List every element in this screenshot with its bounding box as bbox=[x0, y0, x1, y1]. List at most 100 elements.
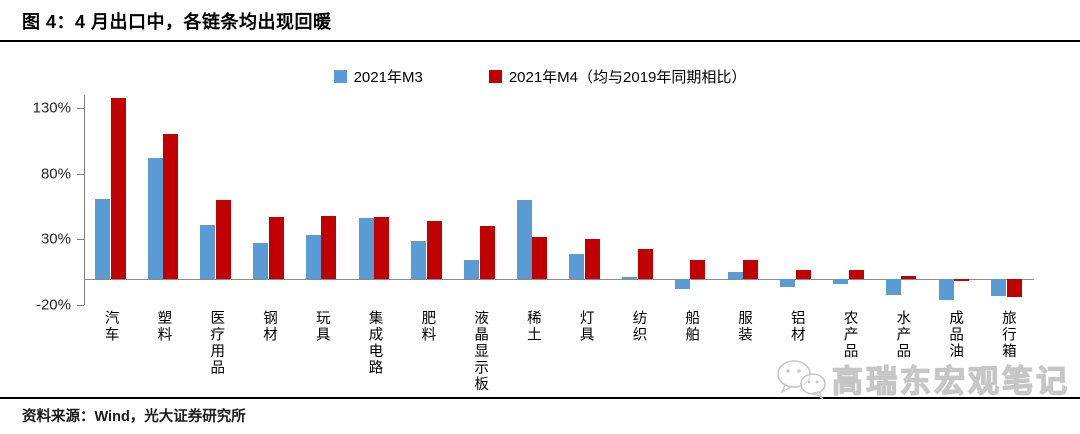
legend-label-m4: 2021年M4（均与2019年同期相比） bbox=[508, 69, 747, 86]
bar-2021-m3 bbox=[885, 278, 901, 295]
x-axis-label: 铝材 bbox=[788, 310, 805, 343]
y-axis-tick-label: -20% bbox=[35, 296, 71, 314]
bar-2021-m4 bbox=[110, 97, 126, 279]
y-axis: 130% 80% 30% -20% bbox=[0, 95, 84, 314]
x-axis-label-cell: 塑料 bbox=[137, 305, 190, 397]
bar-2021-m4 bbox=[637, 248, 653, 279]
x-axis-label: 液晶显示板 bbox=[472, 310, 489, 393]
bar-group bbox=[243, 95, 296, 305]
x-axis-label-cell: 灯具 bbox=[559, 305, 612, 397]
bar-2021-m4 bbox=[690, 260, 706, 279]
legend-label-m3: 2021年M3 bbox=[353, 69, 423, 86]
x-axis-label: 玩具 bbox=[313, 310, 330, 343]
x-axis-label-cell: 液晶显示板 bbox=[453, 305, 506, 397]
footer-separator-line bbox=[0, 397, 1080, 399]
bar-2021-m4 bbox=[901, 276, 917, 279]
x-axis-label-cell: 铝材 bbox=[770, 305, 823, 397]
bar-2021-m3 bbox=[95, 198, 110, 279]
bar-2021-m3 bbox=[200, 224, 216, 279]
x-axis-label: 汽车 bbox=[102, 310, 119, 343]
bar-2021-m3 bbox=[674, 278, 690, 290]
bar-group bbox=[454, 95, 507, 305]
x-axis-label-cell: 玩具 bbox=[295, 305, 348, 397]
x-axis-label: 稀土 bbox=[524, 310, 541, 343]
chart-header: 图 4：4 月出口中，各链条均出现回暖 bbox=[0, 0, 1080, 40]
bar-2021-m4 bbox=[795, 269, 811, 279]
bar-group bbox=[876, 95, 929, 305]
bar-2021-m4 bbox=[848, 269, 864, 279]
x-axis-label: 塑料 bbox=[155, 310, 172, 343]
x-axis-label: 成品油 bbox=[947, 310, 964, 360]
x-axis-label: 纺织 bbox=[630, 310, 647, 343]
bar-2021-m3 bbox=[622, 277, 638, 279]
x-axis-label-cell: 旅行箱 bbox=[981, 305, 1034, 397]
bar-group bbox=[929, 95, 982, 305]
x-axis-label: 集成电路 bbox=[366, 310, 383, 376]
y-axis-tick-mark bbox=[77, 239, 84, 241]
bar-group bbox=[559, 95, 612, 305]
x-axis-label-cell: 肥料 bbox=[401, 305, 454, 397]
bar-2021-m3 bbox=[569, 253, 585, 279]
bar-2021-m4 bbox=[954, 278, 969, 282]
x-axis-label-cell: 水产品 bbox=[876, 305, 929, 397]
bar-2021-m4 bbox=[479, 226, 495, 279]
legend-item-m4: 2021年M4（均与2019年同期相比） bbox=[488, 66, 747, 87]
x-axis-label-cell: 稀土 bbox=[506, 305, 559, 397]
bar-group bbox=[85, 95, 138, 305]
plot-area bbox=[84, 95, 1034, 305]
x-axis-label: 农产品 bbox=[841, 310, 858, 360]
bar-group bbox=[349, 95, 402, 305]
x-axis-label-cell: 纺织 bbox=[612, 305, 665, 397]
bar-2021-m3 bbox=[991, 278, 1007, 296]
bar-2021-m3 bbox=[727, 272, 743, 279]
x-axis-label-cell: 钢材 bbox=[242, 305, 295, 397]
bar-group bbox=[296, 95, 349, 305]
y-axis-tick-label: 30% bbox=[40, 230, 71, 248]
legend-swatch-m3 bbox=[333, 70, 347, 83]
bar-2021-m4 bbox=[743, 260, 759, 279]
bar-2021-m3 bbox=[411, 240, 427, 279]
x-axis-labels: 汽车 塑料 医疗用品 钢材 玩具 集成电路 肥料 液晶显示板 稀土 灯具 纺织 船舶 服装 铝材 农产品 水产… bbox=[84, 305, 1034, 397]
bar-2021-m4 bbox=[426, 221, 442, 279]
bar-group bbox=[138, 95, 191, 305]
bar-group bbox=[770, 95, 823, 305]
bar-2021-m4 bbox=[374, 217, 390, 279]
bar-2021-m3 bbox=[516, 200, 532, 279]
x-axis-label-cell: 服装 bbox=[717, 305, 770, 397]
y-axis-tick-label: 130% bbox=[32, 99, 71, 117]
y-axis-tick-label: 80% bbox=[40, 165, 71, 183]
bar-chart: 130% 80% 30% -20% bbox=[0, 95, 1080, 314]
bar-2021-m3 bbox=[358, 218, 374, 279]
bar-2021-m4 bbox=[532, 236, 548, 279]
bar-2021-m4 bbox=[215, 200, 231, 279]
x-axis-label-cell: 医疗用品 bbox=[190, 305, 243, 397]
x-axis-label: 服装 bbox=[736, 310, 753, 343]
bar-group bbox=[190, 95, 243, 305]
bar-2021-m4 bbox=[1006, 278, 1022, 298]
bar-2021-m3 bbox=[833, 278, 849, 284]
bar-2021-m3 bbox=[780, 278, 796, 287]
x-axis-label: 水产品 bbox=[894, 310, 911, 360]
source-text: 资料来源：Wind，光大证券研究所 bbox=[22, 409, 246, 425]
x-axis-label-cell: 集成电路 bbox=[348, 305, 401, 397]
bar-group bbox=[507, 95, 560, 305]
page-title: 图 4：4 月出口中，各链条均出现回暖 bbox=[22, 12, 332, 32]
bar-group bbox=[718, 95, 771, 305]
y-axis-tick-mark bbox=[77, 173, 84, 175]
x-axis-label-cell: 成品油 bbox=[929, 305, 982, 397]
bar-group bbox=[401, 95, 454, 305]
y-axis-tick-mark bbox=[77, 305, 84, 306]
bar-group bbox=[823, 95, 876, 305]
x-axis-label: 钢材 bbox=[260, 310, 277, 343]
bar-2021-m3 bbox=[305, 235, 321, 279]
legend-swatch-m4 bbox=[488, 70, 502, 83]
x-axis-label: 医疗用品 bbox=[208, 310, 225, 376]
bar-2021-m4 bbox=[163, 134, 179, 279]
chart-legend: 2021年M3 2021年M4（均与2019年同期相比） bbox=[0, 66, 1080, 87]
bar-2021-m3 bbox=[938, 278, 954, 300]
bar-2021-m3 bbox=[253, 243, 269, 279]
x-axis-label: 旅行箱 bbox=[999, 310, 1016, 360]
x-axis-label: 灯具 bbox=[577, 310, 594, 343]
title-separator-line bbox=[0, 40, 1080, 42]
x-axis-label-cell: 农产品 bbox=[823, 305, 876, 397]
